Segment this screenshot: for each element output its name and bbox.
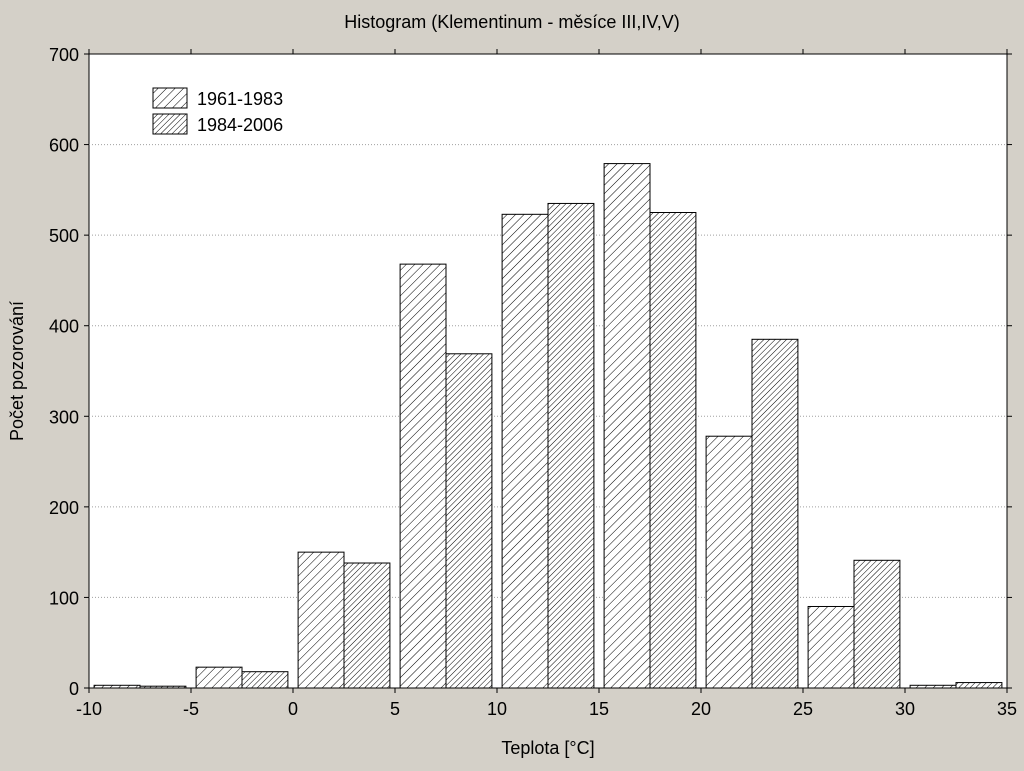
x-tick-label: 10 [487, 699, 507, 719]
bar-1984-2006-30 [955, 682, 1003, 689]
bar-1961-1983--5 [195, 666, 243, 689]
x-tick-label: 15 [589, 699, 609, 719]
x-tick-label: -10 [76, 699, 102, 719]
chart-title: Histogram (Klementinum - měsíce III,IV,V… [344, 12, 679, 32]
bar-1961-1983--10 [93, 684, 141, 689]
bar-1961-1983-5 [399, 263, 447, 689]
bar-1961-1983-30 [909, 684, 957, 689]
bar-1984-2006-20 [751, 338, 799, 689]
legend: 1961-1983 1984-2006 [152, 87, 283, 135]
bar-1961-1983-25 [807, 605, 855, 689]
y-tick-label: 200 [49, 498, 79, 518]
y-tick-label: 0 [69, 679, 79, 699]
legend-label-1961-1983: 1961-1983 [197, 89, 283, 109]
y-tick-label: 300 [49, 407, 79, 427]
bar-1984-2006-15 [649, 212, 697, 689]
bar-1984-2006--10 [139, 685, 187, 689]
axes: 0 100 200 300 400 500 600 700 -10 -5 0 5 10 15 20 25 30 3… [49, 45, 1017, 719]
x-tick-label: 5 [390, 699, 400, 719]
y-tick-label: 100 [49, 588, 79, 608]
legend-label-1984-2006: 1984-2006 [197, 115, 283, 135]
bar-1984-2006-0 [343, 562, 391, 689]
bar-1984-2006-5 [445, 353, 493, 689]
bar-1961-1983-0 [297, 551, 345, 689]
x-tick-label: 30 [895, 699, 915, 719]
x-tick-label: 20 [691, 699, 711, 719]
bar-1984-2006-10 [547, 202, 595, 689]
bar-1984-2006--5 [241, 671, 289, 689]
y-tick-label: 700 [49, 45, 79, 65]
y-tick-label: 600 [49, 136, 79, 156]
bar-1961-1983-10 [501, 213, 549, 689]
bars [93, 163, 1003, 689]
x-tick-label: 25 [793, 699, 813, 719]
x-tick-label: -5 [183, 699, 199, 719]
y-axis-label: Počet pozorování [7, 301, 27, 441]
legend-swatch-1984-2006 [152, 113, 188, 135]
x-axis-label: Teplota [°C] [501, 738, 594, 758]
x-tick-label: 0 [288, 699, 298, 719]
bar-1961-1983-15 [603, 163, 651, 689]
legend-swatch-1961-1983 [152, 87, 188, 109]
bar-1961-1983-20 [705, 435, 753, 689]
y-tick-label: 400 [49, 317, 79, 337]
y-tick-label: 500 [49, 226, 79, 246]
bar-1984-2006-25 [853, 559, 901, 689]
x-tick-label: 35 [997, 699, 1017, 719]
